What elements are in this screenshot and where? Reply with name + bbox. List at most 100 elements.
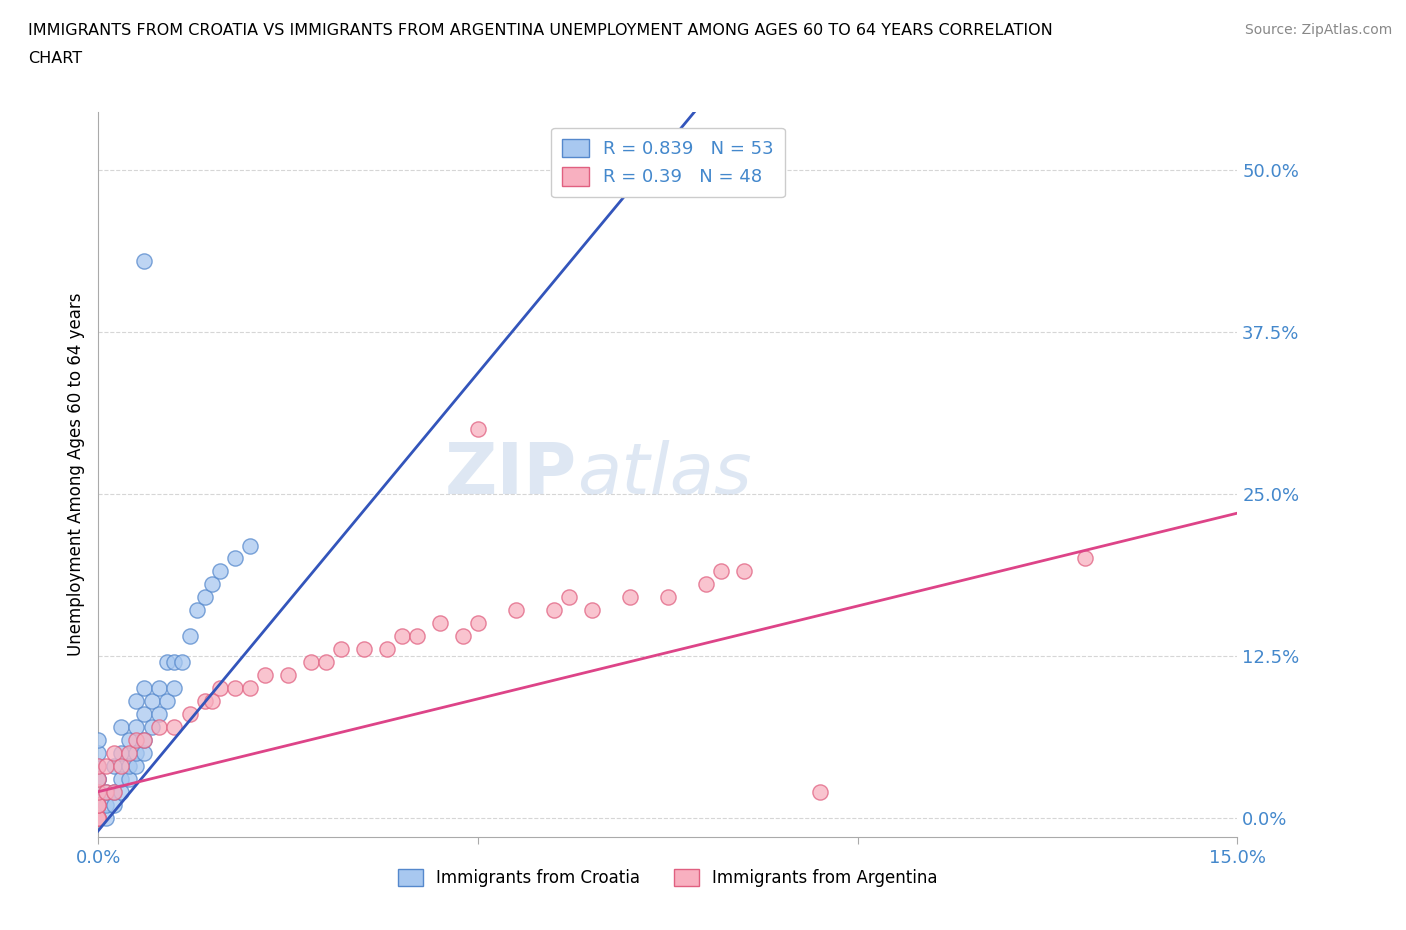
Point bbox=[132, 681, 155, 696]
Point bbox=[110, 745, 132, 760]
Point bbox=[1074, 551, 1097, 566]
Point bbox=[179, 707, 201, 722]
Point bbox=[94, 758, 117, 773]
Point bbox=[103, 758, 125, 773]
Point bbox=[87, 771, 110, 786]
Point bbox=[156, 694, 179, 709]
Point bbox=[87, 810, 110, 825]
Point bbox=[657, 590, 679, 604]
Point bbox=[330, 642, 353, 657]
Point bbox=[299, 655, 322, 670]
Point bbox=[87, 810, 110, 825]
Point bbox=[148, 681, 170, 696]
Point bbox=[87, 810, 110, 825]
Point bbox=[315, 655, 337, 670]
Point bbox=[201, 577, 224, 591]
Point bbox=[710, 564, 733, 578]
Point bbox=[224, 681, 246, 696]
Point bbox=[254, 668, 277, 683]
Text: Source: ZipAtlas.com: Source: ZipAtlas.com bbox=[1244, 23, 1392, 37]
Point bbox=[118, 771, 141, 786]
Point bbox=[429, 616, 451, 631]
Point bbox=[110, 784, 132, 799]
Point bbox=[239, 681, 262, 696]
Point bbox=[87, 810, 110, 825]
Point bbox=[87, 771, 110, 786]
Point bbox=[87, 797, 110, 812]
Point bbox=[467, 616, 489, 631]
Point bbox=[87, 745, 110, 760]
Point bbox=[125, 733, 148, 748]
Point bbox=[132, 253, 155, 268]
Point bbox=[141, 694, 163, 709]
Point bbox=[103, 797, 125, 812]
Point bbox=[353, 642, 375, 657]
Y-axis label: Unemployment Among Ages 60 to 64 years: Unemployment Among Ages 60 to 64 years bbox=[66, 293, 84, 656]
Point bbox=[695, 577, 717, 591]
Point bbox=[451, 629, 474, 644]
Point bbox=[194, 694, 217, 709]
Point bbox=[505, 603, 527, 618]
Point bbox=[132, 733, 155, 748]
Point bbox=[94, 784, 117, 799]
Point bbox=[87, 810, 110, 825]
Text: ZIP: ZIP bbox=[444, 440, 576, 509]
Point bbox=[87, 784, 110, 799]
Point bbox=[201, 694, 224, 709]
Point bbox=[277, 668, 299, 683]
Point bbox=[118, 758, 141, 773]
Point bbox=[118, 745, 141, 760]
Point bbox=[94, 810, 117, 825]
Point bbox=[125, 694, 148, 709]
Point bbox=[619, 590, 641, 604]
Point bbox=[87, 784, 110, 799]
Point bbox=[375, 642, 398, 657]
Point bbox=[808, 784, 831, 799]
Point bbox=[194, 590, 217, 604]
Point bbox=[156, 655, 179, 670]
Point bbox=[467, 421, 489, 436]
Point bbox=[208, 681, 231, 696]
Point bbox=[733, 564, 755, 578]
Point bbox=[87, 810, 110, 825]
Point bbox=[103, 784, 125, 799]
Point bbox=[224, 551, 246, 566]
Text: IMMIGRANTS FROM CROATIA VS IMMIGRANTS FROM ARGENTINA UNEMPLOYMENT AMONG AGES 60 : IMMIGRANTS FROM CROATIA VS IMMIGRANTS FR… bbox=[28, 23, 1053, 38]
Point bbox=[103, 745, 125, 760]
Point bbox=[87, 797, 110, 812]
Point bbox=[87, 758, 110, 773]
Point bbox=[125, 720, 148, 735]
Point bbox=[543, 603, 565, 618]
Point bbox=[141, 720, 163, 735]
Point bbox=[87, 771, 110, 786]
Legend: Immigrants from Croatia, Immigrants from Argentina: Immigrants from Croatia, Immigrants from… bbox=[391, 862, 945, 894]
Point bbox=[87, 810, 110, 825]
Point bbox=[179, 629, 201, 644]
Point bbox=[94, 784, 117, 799]
Point bbox=[132, 707, 155, 722]
Point bbox=[208, 564, 231, 578]
Point bbox=[581, 603, 603, 618]
Point bbox=[163, 655, 186, 670]
Point bbox=[94, 797, 117, 812]
Point bbox=[87, 810, 110, 825]
Point bbox=[148, 707, 170, 722]
Text: atlas: atlas bbox=[576, 440, 751, 509]
Point bbox=[163, 681, 186, 696]
Point bbox=[118, 733, 141, 748]
Point bbox=[163, 720, 186, 735]
Point bbox=[87, 797, 110, 812]
Point bbox=[110, 771, 132, 786]
Point bbox=[558, 590, 581, 604]
Point bbox=[87, 758, 110, 773]
Point bbox=[406, 629, 429, 644]
Point bbox=[186, 603, 208, 618]
Point bbox=[87, 784, 110, 799]
Point bbox=[87, 733, 110, 748]
Point bbox=[87, 797, 110, 812]
Point bbox=[132, 733, 155, 748]
Point bbox=[391, 629, 413, 644]
Point bbox=[148, 720, 170, 735]
Point bbox=[87, 810, 110, 825]
Point bbox=[110, 720, 132, 735]
